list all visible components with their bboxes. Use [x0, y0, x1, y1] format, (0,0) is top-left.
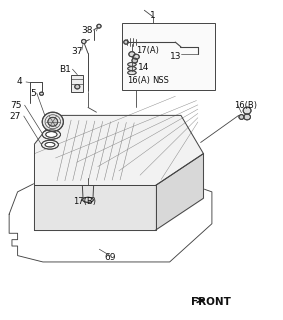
Ellipse shape — [128, 71, 136, 75]
Ellipse shape — [45, 142, 55, 147]
Ellipse shape — [133, 54, 139, 59]
Ellipse shape — [128, 62, 136, 66]
Text: 1: 1 — [150, 11, 156, 20]
Text: B1: B1 — [59, 65, 71, 74]
Text: 27: 27 — [10, 112, 21, 121]
Text: 17(B): 17(B) — [73, 197, 96, 206]
Text: FRONT: FRONT — [190, 297, 230, 307]
Text: 16(A): 16(A) — [127, 76, 150, 85]
Text: NSS: NSS — [152, 76, 169, 85]
Ellipse shape — [243, 107, 251, 114]
Polygon shape — [35, 116, 203, 186]
Text: 17(A): 17(A) — [136, 45, 159, 55]
Ellipse shape — [132, 58, 138, 63]
Text: 13: 13 — [170, 52, 181, 61]
Ellipse shape — [42, 112, 63, 131]
Ellipse shape — [46, 132, 57, 137]
Polygon shape — [35, 186, 156, 230]
Ellipse shape — [239, 115, 244, 119]
Text: 37: 37 — [71, 47, 82, 56]
FancyBboxPatch shape — [122, 23, 215, 90]
Text: 4: 4 — [17, 77, 23, 86]
Ellipse shape — [83, 197, 93, 202]
Text: 69: 69 — [104, 253, 116, 262]
Ellipse shape — [124, 40, 128, 44]
Ellipse shape — [244, 114, 250, 120]
Ellipse shape — [48, 117, 58, 126]
Ellipse shape — [129, 52, 135, 57]
Ellipse shape — [42, 130, 61, 139]
Text: 14: 14 — [138, 63, 149, 72]
Ellipse shape — [40, 92, 44, 95]
FancyBboxPatch shape — [71, 75, 83, 92]
Text: 75: 75 — [10, 101, 22, 110]
Polygon shape — [156, 154, 203, 230]
Ellipse shape — [82, 39, 86, 44]
Text: 5: 5 — [30, 89, 36, 98]
Ellipse shape — [42, 140, 58, 149]
Text: 38: 38 — [81, 27, 92, 36]
Ellipse shape — [128, 67, 136, 70]
Ellipse shape — [97, 24, 101, 28]
Text: 16(B): 16(B) — [234, 101, 258, 110]
Ellipse shape — [75, 84, 80, 89]
